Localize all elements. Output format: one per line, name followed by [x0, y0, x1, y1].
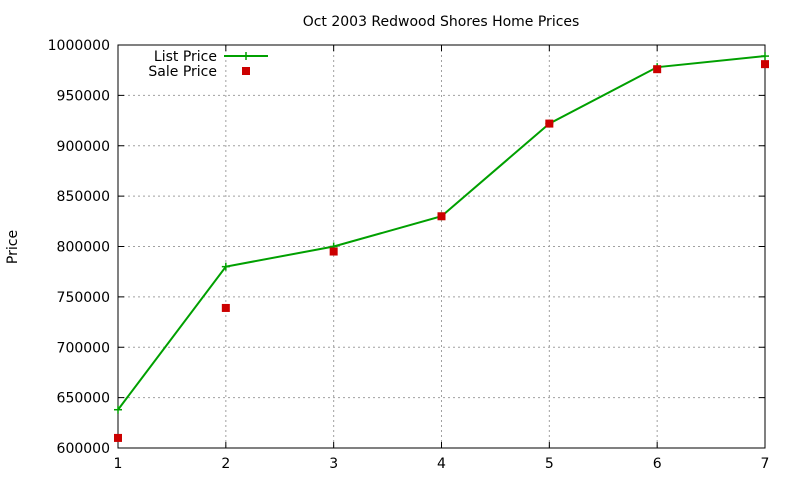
sale-price-point — [221, 303, 230, 312]
y-tick-label: 650000 — [57, 391, 110, 407]
chart-title: Oct 2003 Redwood Shores Home Prices — [303, 14, 580, 30]
sale-price-point — [545, 119, 554, 128]
legend-swatch-marker — [242, 52, 250, 60]
sale-price-point — [761, 60, 769, 69]
legend-label: Sale Price — [148, 64, 217, 80]
x-tick-label: 5 — [545, 456, 554, 472]
x-tick-label: 6 — [653, 456, 662, 472]
y-tick-label: 700000 — [57, 340, 110, 356]
x-tick-label: 1 — [114, 456, 123, 472]
sale-price-point — [653, 65, 662, 74]
y-tick-label: 900000 — [57, 139, 110, 155]
legend-swatch-marker — [242, 67, 250, 75]
grid — [118, 45, 765, 448]
y-tick-label: 850000 — [57, 189, 110, 205]
y-tick-label: 750000 — [57, 290, 110, 306]
series-sale-price — [114, 60, 769, 442]
plot-border — [117, 44, 766, 449]
legend-label: List Price — [154, 49, 217, 65]
axis-ticks: 1 2 3 4 5 6 7 600000 650000 700000 750000 800000 850… — [48, 38, 770, 472]
x-tick-label: 7 — [761, 456, 770, 472]
list-price-point — [221, 262, 230, 271]
sale-price-point — [437, 212, 446, 221]
y-tick-label: 800000 — [57, 240, 110, 256]
y-axis-label: Price — [5, 230, 21, 264]
list-price-point — [761, 52, 769, 61]
y-tick-label: 1000000 — [48, 38, 110, 54]
sale-price-point — [114, 433, 122, 442]
x-tick-label: 4 — [437, 456, 446, 472]
list-price-point — [114, 405, 122, 414]
x-tick-label: 3 — [329, 456, 338, 472]
sale-price-point — [329, 247, 338, 256]
x-tick-label: 2 — [221, 456, 230, 472]
y-tick-label: 600000 — [57, 441, 110, 457]
y-tick-label: 950000 — [57, 88, 110, 104]
data-series — [114, 52, 769, 442]
